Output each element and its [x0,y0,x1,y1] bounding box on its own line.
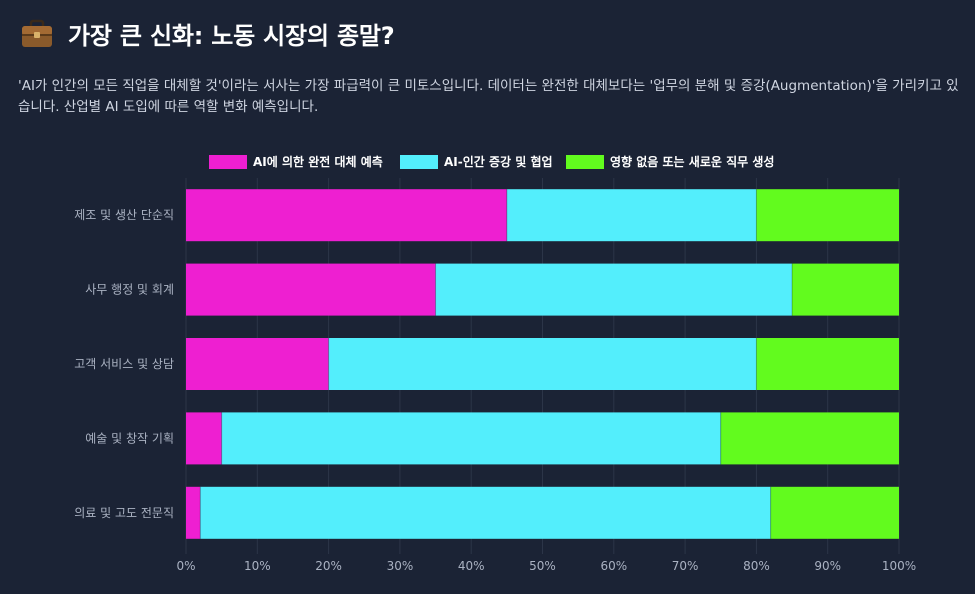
x-tick-label: 100% [882,559,916,573]
legend-label: 영향 없음 또는 새로운 직무 생성 [610,154,774,169]
bar-segment [756,189,899,242]
x-tick-label: 20% [315,559,342,573]
bar-segment [186,263,436,316]
legend-label: AI에 의한 완전 대체 예측 [253,154,383,169]
page-title: 가장 큰 신화: 노동 시장의 종말? [68,22,395,50]
briefcase-icon [22,19,52,47]
bar-segment [328,338,757,390]
legend-swatch [209,155,247,169]
x-tick-label: 60% [600,559,627,573]
legend-swatch [566,155,604,169]
bar-segment [186,338,329,390]
category-label: 제조 및 생산 단순직 [74,208,174,222]
chart-container: AI에 의한 완전 대체 예측 AI-인간 증강 및 협업 영향 없음 또는 새로운… [0,140,975,594]
bar-segment [770,486,899,539]
legend-label: AI-인간 증강 및 협업 [444,154,553,169]
x-tick-label: 80% [743,559,770,573]
bar-segment [186,412,222,465]
x-tick-label: 40% [458,559,485,573]
category-label: 의료 및 고도 전문직 [74,506,174,520]
bar-segment [756,338,899,390]
category-label: 예술 및 창작 기획 [85,431,174,445]
x-tick-label: 0% [176,559,195,573]
bar-segment [792,263,899,316]
bar-segment [186,486,201,539]
header: 가장 큰 신화: 노동 시장의 종말? [20,16,395,51]
bar-segment [720,412,899,465]
bar-segment [506,189,757,242]
category-label: 사무 행정 및 회계 [85,282,174,297]
category-label: 고객 서비스 및 상담 [74,357,174,371]
x-tick-label: 50% [529,559,556,573]
bar-segment [200,486,771,539]
page-description: 'AI가 인간의 모든 직업을 대체할 것'이라는 서사는 가장 파급력이 큰 … [18,78,959,115]
x-tick-label: 10% [244,559,271,573]
x-tick-label: 90% [814,559,841,573]
bar-segment [435,263,793,316]
x-tick-label: 30% [387,559,414,573]
bar-segment [221,412,721,465]
stacked-bar-chart: AI에 의한 완전 대체 예측 AI-인간 증강 및 협업 영향 없음 또는 새로운… [74,154,916,573]
bar-segment [186,189,507,242]
legend-swatch [400,155,438,169]
x-tick-label: 70% [672,559,699,573]
